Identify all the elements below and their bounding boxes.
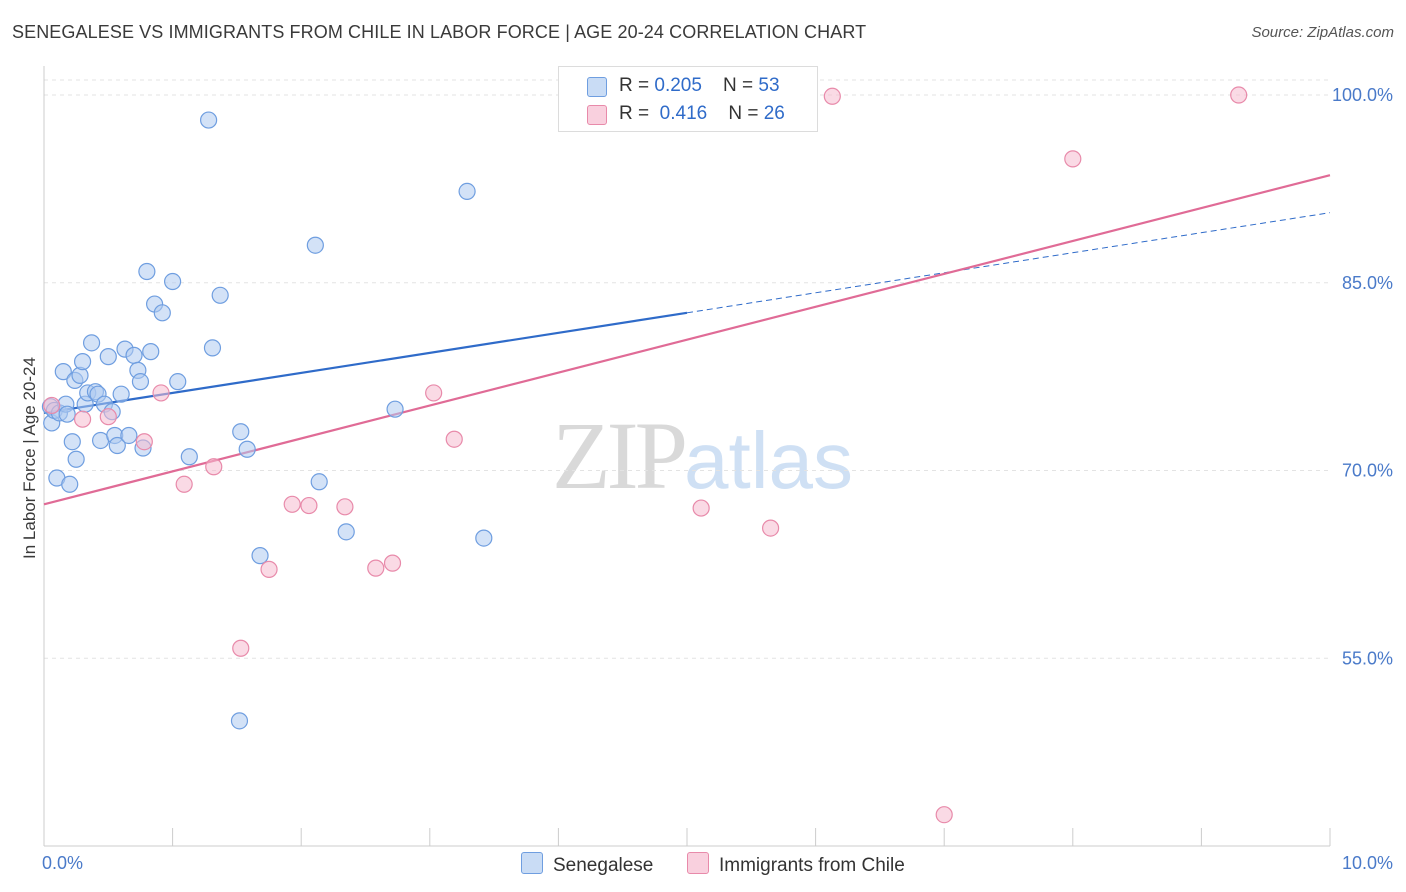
- chile-point: [73, 410, 92, 428]
- senegalese-point: [310, 473, 328, 491]
- chile-point: [935, 806, 953, 824]
- senegalese-point: [337, 523, 355, 541]
- legend-r-label: R =: [619, 103, 655, 124]
- chile-point: [1064, 150, 1082, 168]
- senegalese-point: [54, 363, 72, 381]
- chart-title: SENEGALESE VS IMMIGRANTS FROM CHILE IN L…: [12, 22, 867, 42]
- senegalese-point: [169, 373, 187, 391]
- senegalese-point: [475, 529, 493, 547]
- senegalese-point: [203, 339, 222, 357]
- y-tick-label: 100.0%: [1332, 85, 1393, 105]
- senegalese-point: [61, 475, 79, 493]
- chile-point: [43, 396, 61, 415]
- bottom-legend-swatch-blue: [521, 852, 543, 874]
- chile-point: [152, 384, 170, 402]
- legend-swatch-pink: [587, 105, 607, 125]
- axes: [43, 66, 1331, 847]
- legend-text-senegalese: R = 0.205 N = 53: [619, 75, 780, 97]
- senegalese-point: [211, 286, 229, 304]
- legend-n-label: N =: [728, 103, 764, 124]
- chile-point: [383, 554, 402, 572]
- bottom-legend-label: Senegalese: [553, 855, 654, 876]
- senegalese-point: [164, 272, 182, 291]
- senegalese-point: [153, 304, 171, 322]
- senegalese-point: [125, 346, 143, 364]
- chile-point: [367, 559, 385, 577]
- watermark: ZIPatlas: [552, 400, 853, 511]
- legend-r-label: R =: [619, 75, 655, 96]
- senegalese-point: [251, 547, 269, 565]
- senegalese-point: [458, 182, 476, 201]
- chile-point: [283, 495, 301, 513]
- data-points: [41, 86, 1248, 824]
- senegalese-point: [120, 426, 138, 445]
- chile-point: [205, 458, 223, 476]
- axis-labels: 55.0% 70.0% 85.0% 100.0% 0.0% 10.0% In Labor F…: [20, 85, 1393, 873]
- bottom-legend-swatch-pink: [687, 852, 709, 874]
- senegalese-point: [200, 111, 218, 129]
- watermark-zip: ZIP: [552, 402, 688, 509]
- legend-r-value: 0.416: [659, 103, 708, 124]
- chile-point: [135, 433, 153, 451]
- chile-point: [761, 519, 780, 537]
- senegalese-point: [180, 448, 198, 466]
- senegalese-point: [138, 262, 156, 281]
- chile-trend-line: [43, 174, 1331, 506]
- bottom-legend-senegalese: Senegalese: [521, 852, 653, 877]
- chile-point: [336, 498, 354, 516]
- legend-swatch-blue: [587, 77, 607, 97]
- senegalese-point: [142, 343, 160, 361]
- senegalese-point: [108, 436, 126, 455]
- senegalese-point: [238, 440, 256, 458]
- legend-n-label: N =: [723, 75, 759, 96]
- correlation-legend: R = 0.205 N = 53 R = 0.416 N = 26: [558, 66, 818, 132]
- x-tick-label: 0.0%: [42, 853, 83, 873]
- source-label: Source: ZipAtlas.com: [1251, 24, 1394, 41]
- senegalese-point: [63, 433, 81, 451]
- legend-text-chile: R = 0.416 N = 26: [619, 103, 785, 125]
- senegalese-point: [82, 334, 101, 352]
- senegalese-point: [386, 400, 404, 418]
- y-tick-label: 85.0%: [1342, 273, 1393, 293]
- senegalese-point: [67, 450, 85, 468]
- senegalese-point: [112, 385, 130, 403]
- senegalese-point: [232, 423, 250, 441]
- y-axis-label: In Labor Force | Age 20-24: [20, 357, 39, 559]
- chile-point: [692, 499, 710, 517]
- senegalese-point: [131, 373, 150, 391]
- senegalese-point: [306, 236, 324, 254]
- legend-r-value: 0.205: [654, 75, 702, 96]
- chile-point: [445, 430, 463, 448]
- legend-n-value: 26: [763, 103, 785, 124]
- chile-point: [99, 408, 117, 426]
- chile-point: [300, 496, 318, 515]
- y-tick-label: 70.0%: [1342, 461, 1393, 481]
- x-tick-label: 10.0%: [1342, 853, 1393, 873]
- senegalese-point: [99, 348, 117, 366]
- chile-point: [425, 384, 443, 402]
- y-tick-label: 55.0%: [1342, 648, 1393, 668]
- chile-point: [823, 87, 841, 105]
- senegalese-trend-line: [43, 311, 688, 415]
- senegalese-point: [73, 353, 92, 371]
- grid-lines: [44, 79, 1330, 659]
- watermark-atlas: atlas: [684, 416, 853, 505]
- trend-lines: [43, 174, 1331, 506]
- senegalese-point: [58, 405, 76, 423]
- chile-point: [232, 639, 250, 657]
- bottom-legend-chile: Immigrants from Chile: [687, 852, 905, 877]
- senegalese-trend-extension: [686, 212, 1331, 314]
- legend-n-value: 53: [758, 75, 780, 96]
- chile-point: [1230, 86, 1248, 104]
- bottom-legend-label: Immigrants from Chile: [719, 855, 905, 876]
- chile-point: [175, 475, 193, 493]
- senegalese-point: [230, 712, 249, 730]
- chile-point: [260, 560, 278, 578]
